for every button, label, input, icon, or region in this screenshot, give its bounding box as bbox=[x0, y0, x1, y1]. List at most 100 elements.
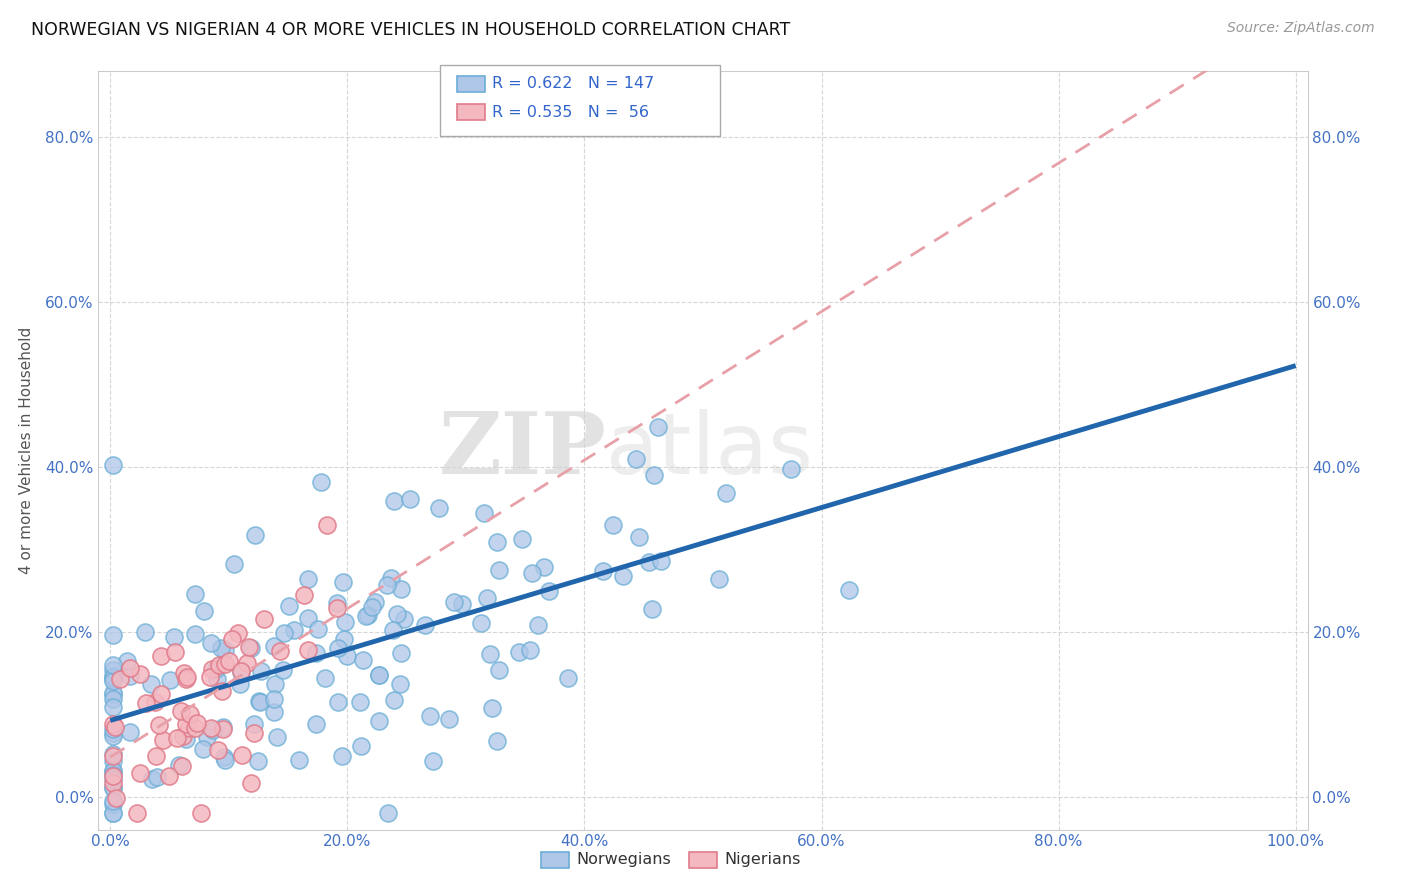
Point bbox=[101, 772, 124, 786]
Point bbox=[380, 571, 402, 585]
Point bbox=[488, 663, 510, 677]
Point bbox=[382, 494, 405, 508]
Point bbox=[190, 806, 212, 821]
Point bbox=[149, 686, 172, 700]
Point bbox=[592, 565, 614, 579]
Point bbox=[177, 721, 200, 735]
Point bbox=[350, 739, 373, 753]
Point bbox=[443, 595, 465, 609]
Point bbox=[212, 720, 235, 734]
Point bbox=[229, 664, 252, 678]
Point bbox=[221, 632, 243, 647]
Point bbox=[101, 725, 124, 739]
Point bbox=[174, 716, 197, 731]
Point bbox=[104, 720, 127, 734]
Point bbox=[422, 754, 444, 768]
Point bbox=[167, 758, 190, 772]
Point bbox=[419, 709, 441, 723]
Point bbox=[226, 625, 249, 640]
Point bbox=[486, 733, 509, 747]
Point bbox=[209, 640, 232, 655]
Point bbox=[612, 569, 634, 583]
Point bbox=[179, 706, 201, 721]
Point bbox=[481, 701, 503, 715]
Point bbox=[242, 717, 264, 731]
Point bbox=[101, 723, 124, 737]
Point bbox=[141, 772, 163, 786]
Point bbox=[357, 607, 380, 622]
Point bbox=[263, 706, 285, 720]
Point bbox=[139, 677, 162, 691]
Point bbox=[200, 670, 222, 684]
Point bbox=[214, 642, 236, 657]
Point bbox=[349, 695, 371, 709]
Point bbox=[101, 663, 124, 677]
Point bbox=[101, 780, 124, 794]
Text: Nigerians: Nigerians bbox=[724, 853, 800, 867]
Point bbox=[145, 770, 167, 784]
Point bbox=[488, 563, 510, 577]
Point bbox=[172, 759, 194, 773]
Point bbox=[101, 686, 124, 700]
Point bbox=[437, 712, 460, 726]
Point bbox=[172, 729, 194, 743]
Point bbox=[236, 656, 259, 670]
Point bbox=[200, 636, 222, 650]
Point bbox=[101, 769, 124, 783]
Point bbox=[288, 753, 311, 767]
Point bbox=[399, 491, 422, 506]
Point bbox=[229, 677, 252, 691]
Point bbox=[174, 673, 197, 687]
Point bbox=[101, 747, 124, 762]
Point bbox=[641, 602, 664, 616]
Point bbox=[325, 596, 347, 610]
Point bbox=[238, 640, 260, 655]
Point bbox=[352, 653, 374, 667]
Point bbox=[117, 654, 139, 668]
Point bbox=[101, 716, 124, 731]
Point bbox=[266, 731, 288, 745]
Point bbox=[273, 625, 295, 640]
Point bbox=[389, 646, 412, 660]
Point bbox=[650, 553, 672, 567]
Point bbox=[512, 532, 534, 546]
Point bbox=[101, 673, 124, 688]
Point bbox=[413, 618, 436, 632]
Point bbox=[714, 486, 737, 500]
Point bbox=[101, 806, 124, 821]
Point bbox=[361, 599, 384, 614]
Point bbox=[101, 755, 124, 769]
Point bbox=[202, 723, 225, 738]
Point bbox=[152, 733, 174, 747]
Point bbox=[269, 643, 291, 657]
Point bbox=[520, 566, 543, 581]
Text: NORWEGIAN VS NIGERIAN 4 OR MORE VEHICLES IN HOUSEHOLD CORRELATION CHART: NORWEGIAN VS NIGERIAN 4 OR MORE VEHICLES… bbox=[31, 21, 790, 39]
Point bbox=[283, 623, 305, 637]
Point bbox=[388, 677, 411, 691]
Point bbox=[247, 694, 270, 708]
Point bbox=[211, 684, 233, 698]
Point bbox=[176, 670, 198, 684]
Point bbox=[174, 732, 197, 747]
Point bbox=[145, 695, 167, 709]
Point bbox=[367, 667, 389, 681]
Point bbox=[101, 748, 124, 763]
Point bbox=[101, 672, 124, 686]
Point bbox=[184, 627, 207, 641]
Text: Source: ZipAtlas.com: Source: ZipAtlas.com bbox=[1227, 21, 1375, 36]
Point bbox=[557, 672, 579, 686]
Point bbox=[108, 672, 131, 686]
Point bbox=[472, 506, 495, 520]
Point bbox=[780, 462, 803, 476]
Point bbox=[200, 721, 222, 735]
Point bbox=[159, 673, 181, 687]
Text: Norwegians: Norwegians bbox=[576, 853, 671, 867]
Text: R = 0.622   N = 147: R = 0.622 N = 147 bbox=[492, 77, 654, 91]
Point bbox=[253, 612, 276, 626]
Point bbox=[538, 584, 561, 599]
Point bbox=[250, 664, 273, 678]
Point bbox=[166, 731, 188, 745]
Point bbox=[148, 718, 170, 732]
Point bbox=[838, 582, 860, 597]
Point bbox=[479, 648, 502, 662]
